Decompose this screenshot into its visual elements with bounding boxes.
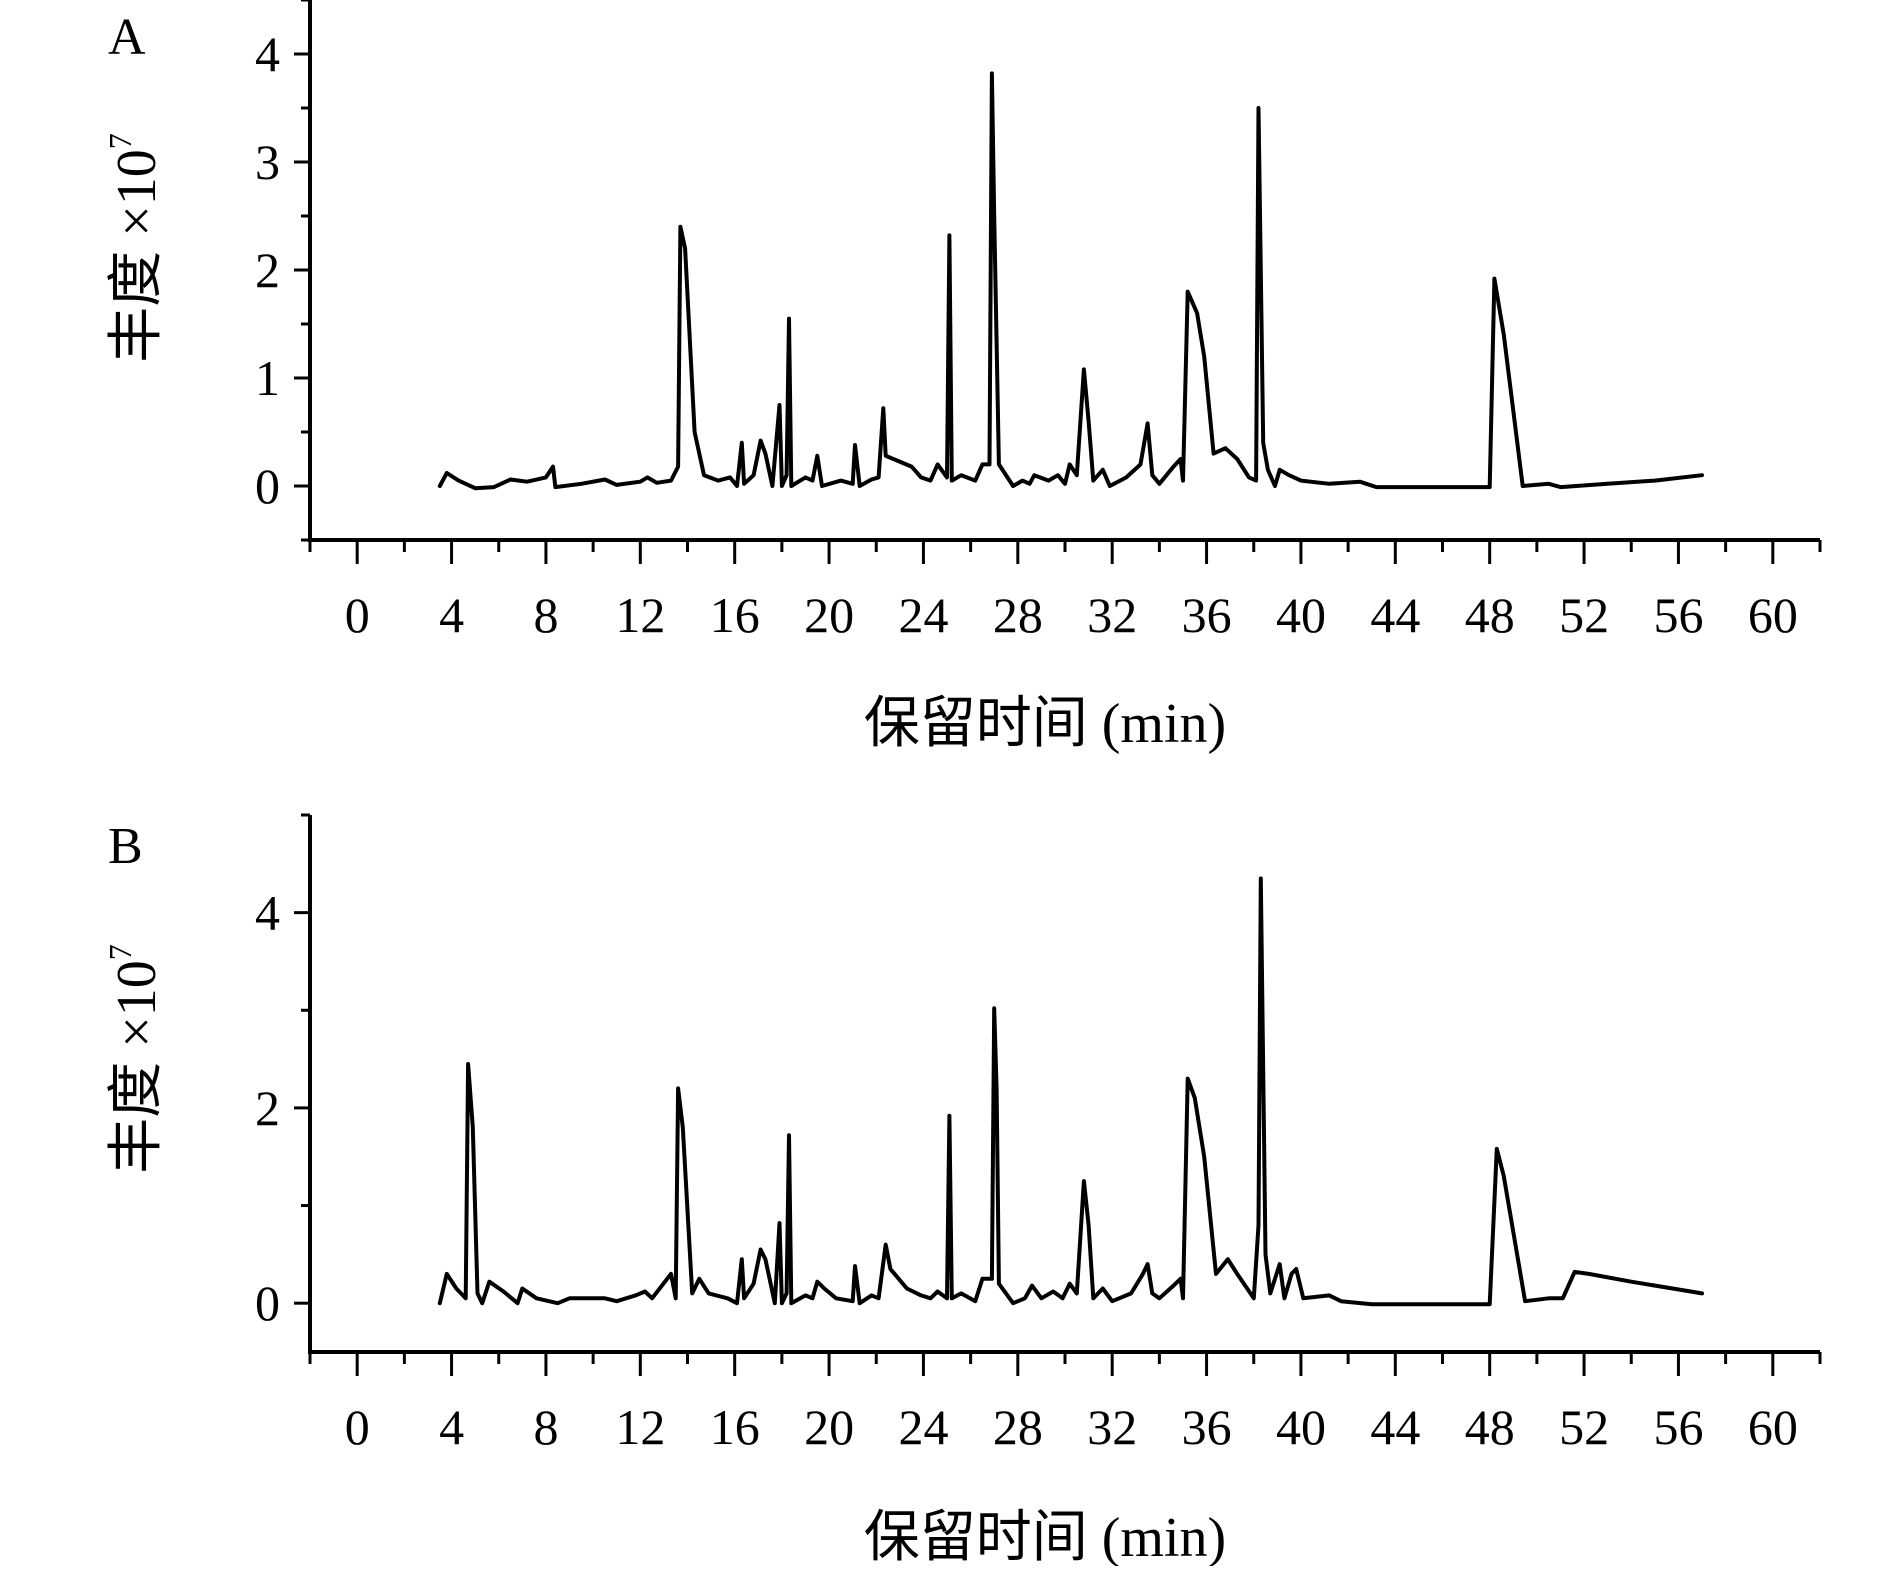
x-tick-label-b: 40: [1276, 1399, 1326, 1455]
x-tick-label-a: 0: [345, 587, 370, 643]
panel-label-b: B: [108, 818, 143, 875]
y-tick-label-a: 3: [255, 134, 280, 190]
y-axis-title-b-exponent: 7: [102, 944, 138, 960]
x-tick-label-a: 16: [710, 587, 760, 643]
y-tick-label-a: 2: [255, 242, 280, 298]
chromatogram-line-b: [437, 876, 1704, 1307]
x-tick-label-b: 48: [1465, 1399, 1515, 1455]
x-tick-label-b: 8: [533, 1399, 558, 1455]
y-tick-label-b: 0: [255, 1275, 280, 1331]
y-tick-label-b: 2: [255, 1080, 280, 1136]
y-axis-title-a: 丰度 ×107: [102, 133, 168, 363]
x-tick-label-a: 52: [1559, 587, 1609, 643]
x-tick-label-b: 44: [1370, 1399, 1420, 1455]
y-tick-label-b: 4: [255, 885, 280, 941]
x-tick-label-b: 24: [898, 1399, 948, 1455]
x-tick-label-b: 36: [1182, 1399, 1232, 1455]
x-tick-label-a: 20: [804, 587, 854, 643]
x-tick-label-a: 8: [533, 587, 558, 643]
x-tick-label-a: 60: [1748, 587, 1798, 643]
x-tick-label-a: 4: [439, 587, 464, 643]
y-tick-label-a: 0: [255, 458, 280, 514]
x-tick-label-a: 32: [1087, 587, 1137, 643]
x-tick-label-a: 48: [1465, 587, 1515, 643]
x-axis-title-b: 保留时间 (min): [864, 1507, 1226, 1566]
x-tick-label-b: 16: [710, 1399, 760, 1455]
chart-panel-b: B 丰度 ×107 保留时间 (min) 0 4 8 12 16 20 24 28 32 36 40…: [102, 813, 1822, 1569]
chromatogram-line-a: [437, 71, 1704, 491]
svg-text:丰度 ×107: 丰度 ×107: [102, 944, 168, 1174]
svg-text:丰度 ×107: 丰度 ×107: [102, 133, 168, 363]
x-tick-label-a: 24: [898, 587, 948, 643]
y-tick-label-a: 1: [255, 350, 280, 406]
y-tick-label-a: 4: [255, 26, 280, 82]
y-axis-title-b-main: 丰度 ×10: [106, 960, 168, 1174]
x-tick-label-b: 52: [1559, 1399, 1609, 1455]
x-tick-label-b: 32: [1087, 1399, 1137, 1455]
x-tick-label-a: 12: [615, 587, 665, 643]
x-tick-label-a: 28: [993, 587, 1043, 643]
x-tick-label-b: 0: [345, 1399, 370, 1455]
x-tick-label-b: 28: [993, 1399, 1043, 1455]
x-tick-label-b: 12: [615, 1399, 665, 1455]
x-axis-title-a: 保留时间 (min): [864, 693, 1226, 755]
x-tick-label-a: 36: [1182, 587, 1232, 643]
x-tick-label-a: 56: [1653, 587, 1703, 643]
y-axis-title-a-exponent: 7: [102, 133, 138, 149]
x-tick-label-b: 4: [439, 1399, 464, 1455]
x-tick-label-b: 60: [1748, 1399, 1798, 1455]
chart-panel-a: A 丰度 ×107 保留时间 (min) 0 4 8 12 16 20 24 28 32 36 40…: [102, 0, 1822, 755]
x-tick-label-a: 40: [1276, 587, 1326, 643]
x-tick-label-b: 56: [1653, 1399, 1703, 1455]
x-tick-label-b: 20: [804, 1399, 854, 1455]
x-tick-label-a: 44: [1370, 587, 1420, 643]
y-axis-title-a-main: 丰度 ×10: [106, 149, 168, 363]
panel-label-a: A: [108, 9, 146, 66]
y-axis-title-b: 丰度 ×107: [102, 944, 168, 1174]
